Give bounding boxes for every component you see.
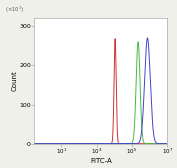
Y-axis label: Count: Count bbox=[12, 71, 18, 91]
Text: $(\times10^{1})$: $(\times10^{1})$ bbox=[5, 4, 24, 15]
X-axis label: FITC-A: FITC-A bbox=[90, 158, 112, 164]
